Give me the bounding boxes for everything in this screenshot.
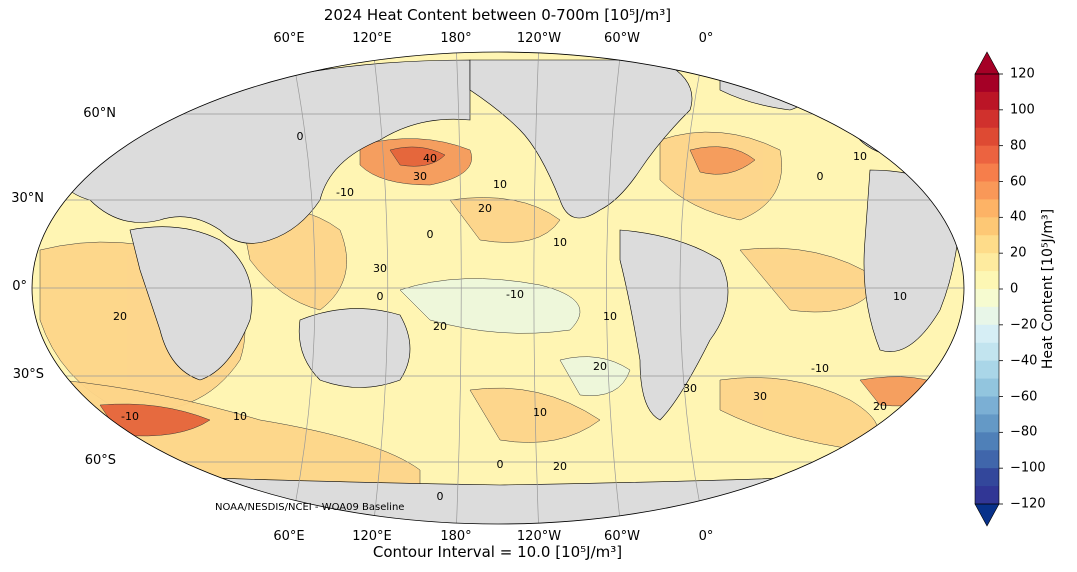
landmass: [619, 229, 729, 421]
lon-label-bottom-180: 180°: [440, 529, 472, 544]
contour-label: 0: [817, 170, 824, 183]
contour-label: 30: [373, 262, 387, 275]
lon-label-top-60e: 60°E: [273, 31, 305, 46]
globe-outline: [31, 51, 965, 525]
anomaly-region: [399, 278, 581, 334]
contour-label: 20: [553, 460, 567, 473]
lat-label-30n: 30°N: [11, 191, 44, 206]
graticule: [32, 52, 964, 524]
map-title: 2024 Heat Content between 0-700m [10⁵J/m…: [323, 6, 672, 24]
contour-label: 10: [893, 290, 907, 303]
lat-label-30s: 30°S: [12, 367, 44, 382]
contour-label: 30: [413, 170, 427, 183]
lon-label-bottom-120w: 120°W: [516, 529, 562, 544]
lon-label-top-120w: 120°W: [516, 31, 562, 46]
contour-label: 10: [603, 310, 617, 323]
contour-label: 10: [493, 178, 507, 191]
colorbar-label: Heat Content [10⁵J/m³]: [1040, 208, 1056, 370]
contour-label: -10: [506, 288, 524, 301]
colorbar-tick-label: 40: [1010, 209, 1027, 225]
colorbar-tick-label: −120: [1010, 496, 1046, 512]
lon-label-bottom-60e: 60°E: [273, 529, 305, 544]
colorbar-tick-label: 120: [1010, 66, 1035, 82]
contour-label: 10: [253, 42, 267, 55]
longitude-line: [606, 52, 623, 524]
contour-label: 0: [427, 228, 434, 241]
landmass: [129, 226, 253, 381]
longitude-line: [371, 52, 389, 524]
contour-label: 10: [533, 406, 547, 419]
contour-label: 0: [377, 290, 384, 303]
contour-label: 10: [553, 236, 567, 249]
contour-label: -10: [336, 186, 354, 199]
lon-label-top-0: 0°: [698, 31, 714, 46]
contour-label: 0: [297, 130, 304, 143]
colorbar-tick-label: −60: [1010, 389, 1038, 404]
contour-label: -10: [811, 362, 829, 375]
colorbar-tick-label: −80: [1010, 424, 1038, 440]
colorbar-tick-label: −20: [1010, 317, 1038, 333]
colorbar-tick-label: 0: [1010, 281, 1019, 297]
colorbar-tick-label: −40: [1010, 353, 1038, 369]
contour-label: 30: [683, 382, 697, 395]
contour-label: 20: [203, 58, 217, 71]
colorbar-tick-label: −100: [1010, 460, 1046, 476]
lat-label-0: 0°: [12, 279, 27, 294]
colorbar-tick-label: 80: [1010, 138, 1027, 154]
contour-label: 20: [593, 360, 607, 373]
contour-label: 20: [873, 400, 887, 413]
longitude-line: [288, 52, 316, 524]
colorbar-tick-label: 20: [1010, 245, 1027, 261]
colorbar-tick-label: 100: [1010, 102, 1035, 118]
anomaly-region: [99, 403, 211, 437]
anomaly-region: [389, 146, 446, 167]
contour-label: 20: [433, 320, 447, 333]
lon-label-top-120e: 120°E: [352, 31, 392, 46]
contour-label: 30: [753, 390, 767, 403]
lon-label-bottom-120e: 120°E: [352, 529, 392, 544]
contour-label: 20: [113, 310, 127, 323]
landmass: [469, 59, 693, 219]
contour-label: -10: [121, 410, 139, 423]
data-credit: NOAA/NESDIS/NCEI - WOA09 Baseline: [215, 502, 405, 513]
lon-label-bottom-60w: 60°W: [604, 529, 640, 544]
contour-label: 10: [233, 410, 247, 423]
landmass: [298, 308, 411, 388]
lat-label-60n: 60°N: [83, 106, 116, 121]
longitude-line: [455, 52, 462, 524]
contour-label: 20: [478, 202, 492, 215]
contour-label: 0: [437, 490, 444, 503]
lon-label-bottom-0: 0°: [698, 529, 714, 544]
colorbar-tick-label: 60: [1010, 174, 1027, 189]
contour-interval-note: Contour Interval = 10.0 [10⁵J/m³]: [372, 543, 623, 561]
lon-label-top-180: 180°: [440, 31, 472, 46]
lon-label-top-60w: 60°W: [604, 31, 640, 46]
contour-label: 40: [423, 152, 437, 165]
anomaly-region: [689, 146, 756, 175]
longitude-line: [533, 52, 540, 524]
longitude-line: [679, 52, 707, 524]
lat-label-60s: 60°S: [84, 453, 116, 468]
anomaly-region: [659, 131, 782, 221]
anomaly-region: [449, 197, 561, 243]
contour-label: 0: [497, 458, 504, 471]
contour-label: 10: [853, 150, 867, 163]
